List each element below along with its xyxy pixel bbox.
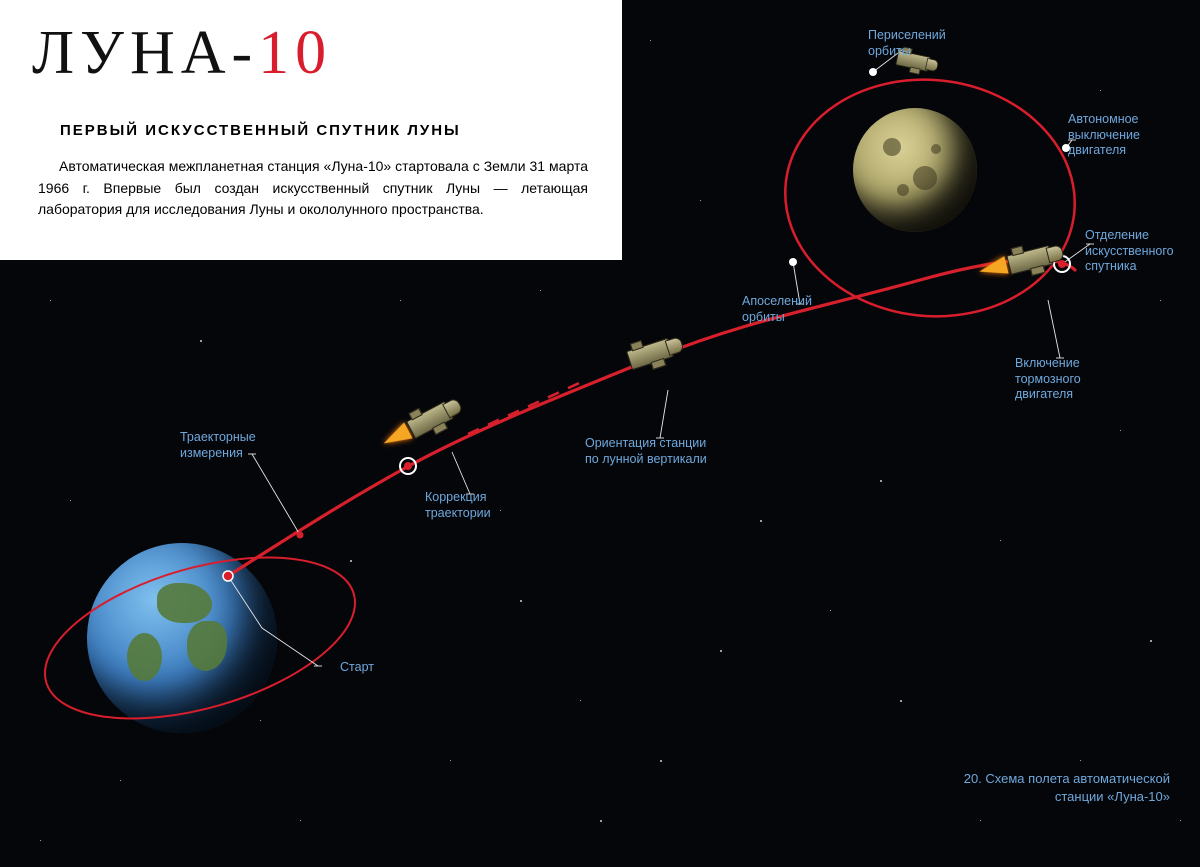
space-bottom <box>0 260 622 867</box>
label-start: Старт <box>340 660 374 676</box>
figure-caption: 20. Схема полета автоматической станции … <box>960 770 1170 805</box>
earth <box>87 543 277 733</box>
page: ЛУНА-10 ПЕРВЫЙ ИСКУССТВЕННЫЙ СПУТНИК ЛУН… <box>0 0 1200 867</box>
label-orient: Ориентация станции по лунной вертикали <box>585 436 707 467</box>
moon <box>853 108 977 232</box>
label-aposelenie: Апоселений орбиты <box>742 294 812 325</box>
subtitle: ПЕРВЫЙ ИСКУССТВЕННЫЙ СПУТНИК ЛУНЫ <box>60 122 461 139</box>
title-main: ЛУНА- <box>32 19 258 87</box>
label-vkl_torm: Включение тормозного двигателя <box>1015 356 1081 403</box>
label-periselenie: Периселений орбиты <box>868 28 946 59</box>
title-number: 10 <box>258 19 332 87</box>
page-title: ЛУНА-10 <box>32 18 332 89</box>
label-engine_off: Автономное выключение двигателя <box>1068 112 1140 159</box>
intro-paragraph: Автоматическая межпланетная станция «Лун… <box>38 156 588 221</box>
label-traekt: Траекторные измерения <box>180 430 256 461</box>
label-otdel: Отделение искусственного спутника <box>1085 228 1174 275</box>
label-korrek: Коррекция траектории <box>425 490 491 521</box>
